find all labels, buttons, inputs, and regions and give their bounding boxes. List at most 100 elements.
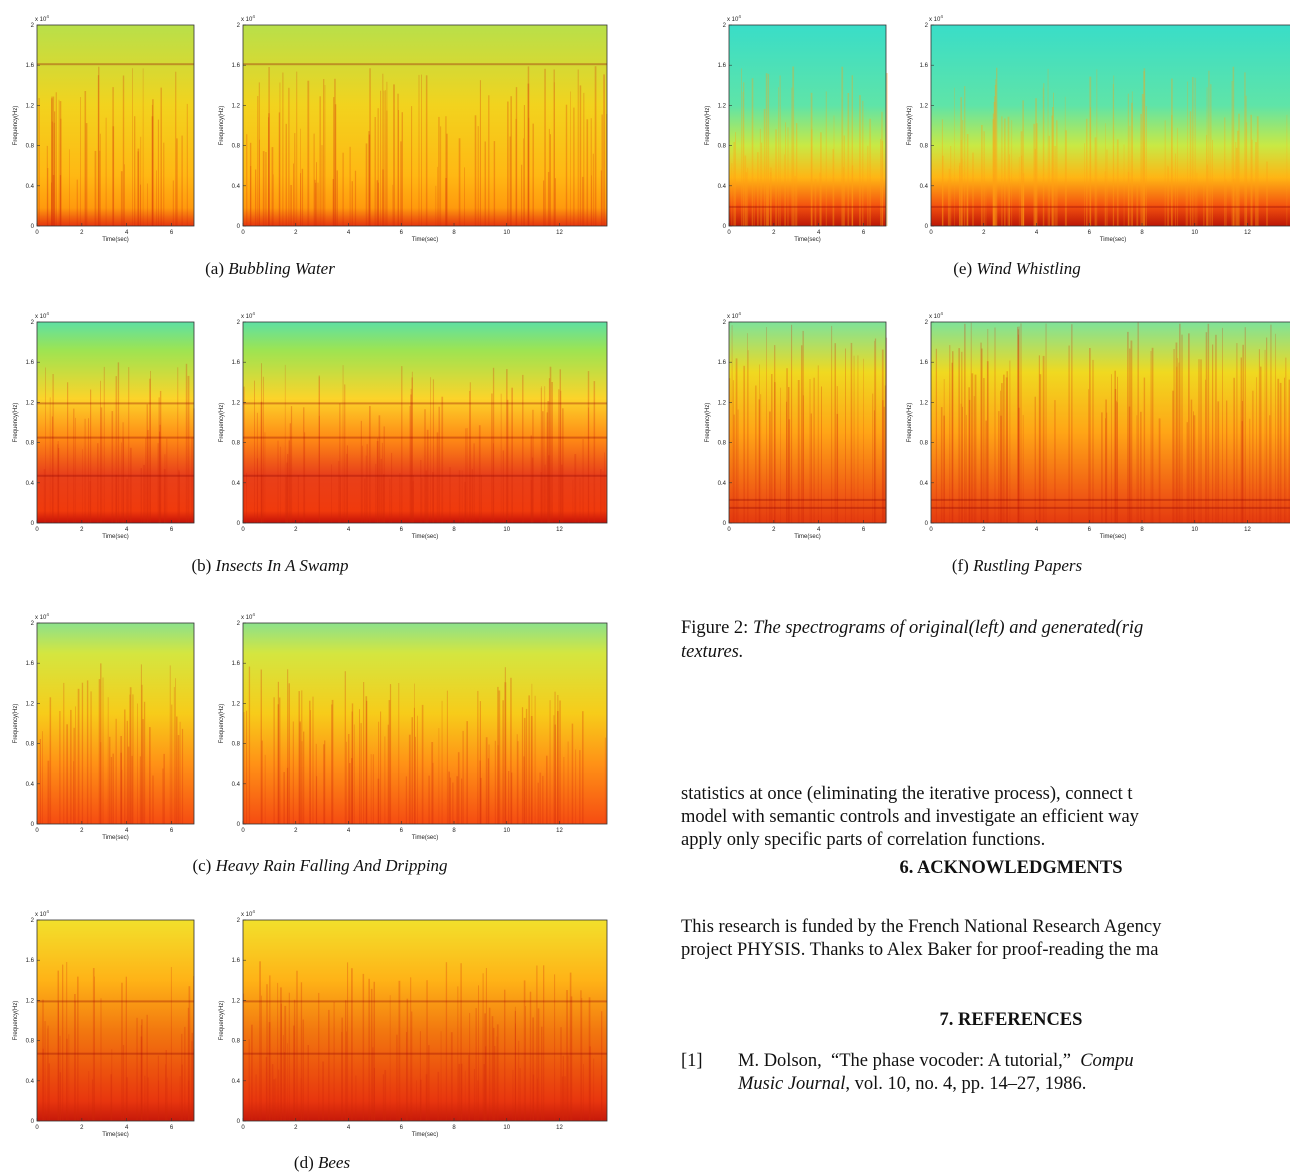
spectrogram-streak	[817, 365, 819, 523]
x-tick-label: 10	[503, 527, 510, 533]
spectrogram-streak	[411, 371, 413, 523]
y-tick-label: 1.6	[26, 63, 35, 69]
x-tick-label: 0	[727, 230, 731, 236]
y-axis-label: Frequency(Hz)	[219, 403, 225, 443]
spectrogram-streak	[1140, 411, 1142, 523]
spectrogram-streak	[438, 406, 440, 523]
y-tick-label: 0	[925, 521, 929, 527]
plot-frame	[36, 24, 195, 227]
spectrogram-streak	[1206, 87, 1208, 226]
spectrogram-streak	[543, 180, 545, 226]
reference-venue-b: Music Journal	[738, 1074, 846, 1094]
spectrogram-streak	[488, 95, 490, 226]
spectrogram-streak	[52, 374, 54, 523]
plot-frame	[36, 622, 195, 825]
spectrogram-streak	[122, 1045, 125, 1121]
spectrogram-streak	[432, 472, 434, 523]
spectrogram-streak	[47, 760, 50, 824]
spectrogram-streak	[771, 374, 773, 523]
spectrogram-streak	[970, 322, 972, 523]
spectrogram-streak	[331, 704, 333, 824]
paragraph-line: statistics at once (eliminating the iter…	[681, 784, 1133, 804]
spectrogram-streak	[360, 723, 362, 824]
spectrogram-streak	[178, 469, 180, 523]
spectrogram-streak	[1176, 366, 1178, 523]
spectrogram-streak	[243, 386, 245, 523]
spectrogram-streak	[130, 447, 132, 523]
spectrogram-streak	[425, 470, 428, 523]
spectrogram-streak	[983, 378, 985, 523]
x-tick-label: 4	[347, 527, 351, 533]
spectrogram-streak	[593, 1058, 595, 1121]
spectrogram-streak	[288, 87, 290, 226]
spectrogram-streak	[145, 438, 147, 523]
spectrogram-streak	[436, 432, 439, 523]
spectrogram-streak	[391, 452, 393, 523]
spectrogram-streak	[1237, 130, 1239, 226]
spectrogram-image	[931, 322, 1290, 523]
spectrogram-streak	[948, 168, 951, 226]
spectrogram-streak	[562, 408, 564, 523]
spectrogram-streak	[810, 92, 813, 226]
spectrogram-image	[37, 920, 194, 1121]
axis-exponent: x 104	[35, 311, 49, 320]
spectrogram-streak	[92, 968, 95, 1121]
spectrogram-streak	[1203, 183, 1205, 226]
spectrogram-streak	[1238, 113, 1240, 226]
spectrogram-streak	[794, 176, 796, 226]
spectrogram-streak	[450, 1032, 453, 1121]
spectrogram-streak	[464, 1070, 466, 1121]
spectrogram-panel: 0 0.4 0.8 1.2 1.6 2 0 2 4 6 8 10 12 Time(sec) Frequenc…	[907, 14, 1290, 243]
spectrogram-streak	[511, 387, 513, 523]
spectrogram-streak	[843, 135, 845, 226]
spectrogram-streak	[525, 708, 528, 824]
spectrogram-streak	[322, 1061, 324, 1121]
spectrogram-streak	[755, 385, 757, 523]
y-axis-label: Frequency(Hz)	[13, 106, 19, 146]
spectrogram-streak	[440, 1031, 442, 1121]
spectrogram-streak	[351, 758, 353, 824]
spectrogram-streak	[825, 91, 827, 226]
spectrogram-streak	[121, 982, 123, 1121]
spectrogram-band	[243, 1052, 607, 1055]
spectrogram-streak	[179, 721, 181, 824]
spectrogram-streak	[477, 690, 479, 824]
spectrogram-streak	[156, 170, 157, 226]
spectrogram-streak	[559, 369, 561, 523]
spectrogram-streak	[569, 972, 572, 1121]
spectrogram-streak	[301, 741, 303, 824]
spectrogram-streak	[558, 389, 560, 523]
spectrogram-streak	[506, 369, 508, 523]
spectrogram-streak	[1105, 123, 1106, 226]
spectrogram-streak	[1011, 120, 1013, 226]
spectrogram-streak	[393, 84, 395, 227]
spectrogram-streak	[251, 1024, 253, 1121]
caption-b: (b) Insects In A Swamp	[150, 556, 390, 576]
spectrogram-streak	[880, 139, 882, 226]
spectrogram-streak	[435, 185, 437, 226]
spectrogram-streak	[478, 985, 479, 1121]
spectrogram-streak	[440, 126, 442, 226]
y-tick-label: 1.2	[26, 998, 35, 1004]
x-tick-label: 0	[241, 828, 245, 834]
spectrogram-image	[37, 623, 194, 824]
x-tick-label: 2	[80, 1125, 84, 1131]
y-tick-label: 0.4	[26, 782, 35, 788]
spectrogram-streak	[465, 428, 467, 523]
spectrogram-streak	[120, 736, 122, 824]
spectrogram-streak	[74, 1001, 76, 1121]
spectrogram-streak	[317, 182, 319, 226]
spectrogram-streak	[309, 700, 311, 824]
spectrogram-streak	[741, 68, 742, 227]
y-axis-label: Frequency(Hz)	[13, 1001, 19, 1041]
spectrogram-streak	[446, 690, 448, 824]
spectrogram-streak	[98, 679, 101, 824]
spectrogram-streak	[508, 771, 510, 824]
spectrogram-streak	[886, 73, 888, 226]
spectrogram-streak	[735, 132, 736, 226]
spectrogram-streak	[377, 438, 378, 523]
paragraph-line: model with semantic controls and investi…	[681, 807, 1139, 827]
x-axis-label: Time(sec)	[102, 1132, 128, 1138]
x-tick-label: 4	[125, 1125, 129, 1131]
spectrogram-streak	[165, 1064, 166, 1121]
